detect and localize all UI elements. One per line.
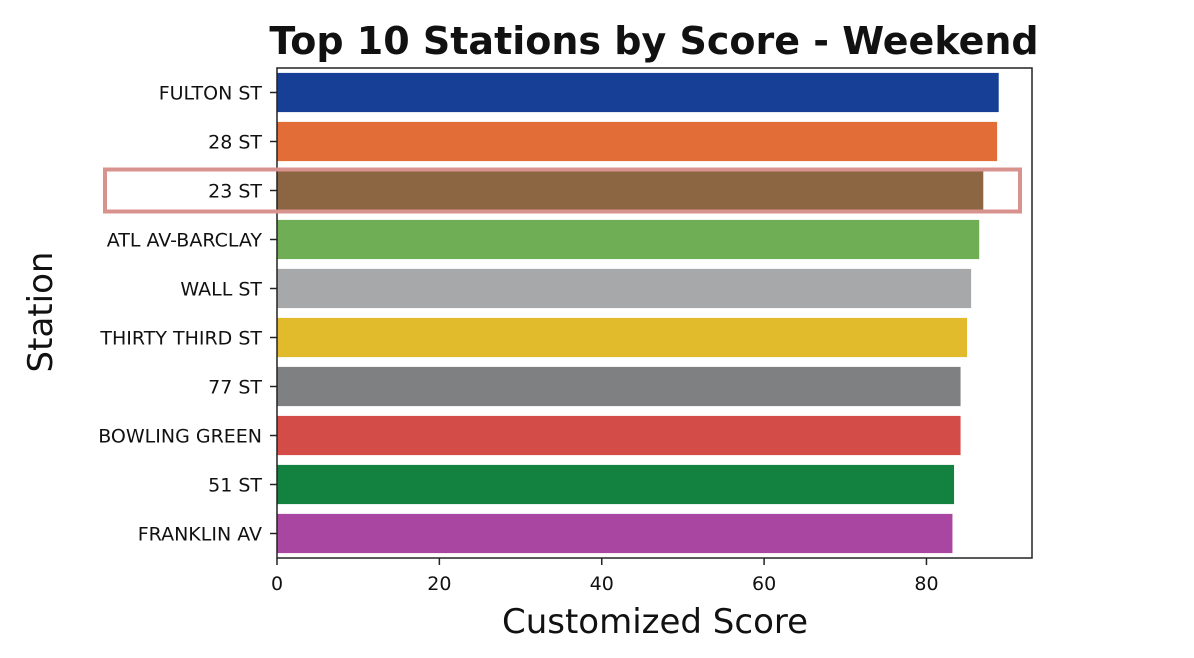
x-tick-label: 80: [914, 573, 938, 595]
bar-atl-av-barclay: [277, 219, 980, 260]
y-tick-label: 28 ST: [208, 132, 262, 154]
y-tick-label: FRANKLIN AV: [138, 524, 262, 546]
x-tick-labels: 0 20 40 60 80: [271, 558, 939, 595]
x-axis-title: Customized Score: [502, 602, 808, 642]
bar-thirty-third-st: [277, 317, 968, 358]
y-tick-label: 51 ST: [208, 475, 262, 497]
bar-28-st: [277, 121, 998, 162]
highlight-box: [103, 167, 1022, 214]
bar-23-st: [277, 170, 984, 211]
chart-title: Top 10 Stations by Score - Weekend: [269, 19, 1038, 63]
x-tick-label: 20: [427, 573, 451, 595]
bar-fulton-st: [277, 72, 999, 113]
bars-group: [277, 72, 999, 554]
bar-51-st: [277, 464, 955, 505]
x-tick-label: 40: [590, 573, 614, 595]
bar-wall-st: [277, 268, 972, 309]
y-tick-labels: FULTON ST 28 ST 23 ST ATL AV-BARCLAY WALL ST…: [98, 83, 277, 546]
x-tick-label: 0: [271, 573, 283, 595]
bar-77-st: [277, 366, 961, 407]
plot-frame: [276, 67, 1033, 559]
y-tick-label: BOWLING GREEN: [98, 426, 262, 448]
y-tick-label: FULTON ST: [159, 83, 263, 105]
y-tick-label: WALL ST: [180, 279, 262, 301]
y-tick-label: ATL AV-BARCLAY: [107, 230, 263, 252]
y-axis-title: Station: [21, 252, 61, 373]
x-tick-label: 60: [752, 573, 776, 595]
y-tick-label: 77 ST: [208, 377, 262, 399]
bar-bowling-green: [277, 415, 961, 456]
y-tick-label: THIRTY THIRD ST: [99, 328, 262, 350]
bar-franklin-av: [277, 513, 953, 554]
y-tick-label: 23 ST: [208, 181, 262, 203]
